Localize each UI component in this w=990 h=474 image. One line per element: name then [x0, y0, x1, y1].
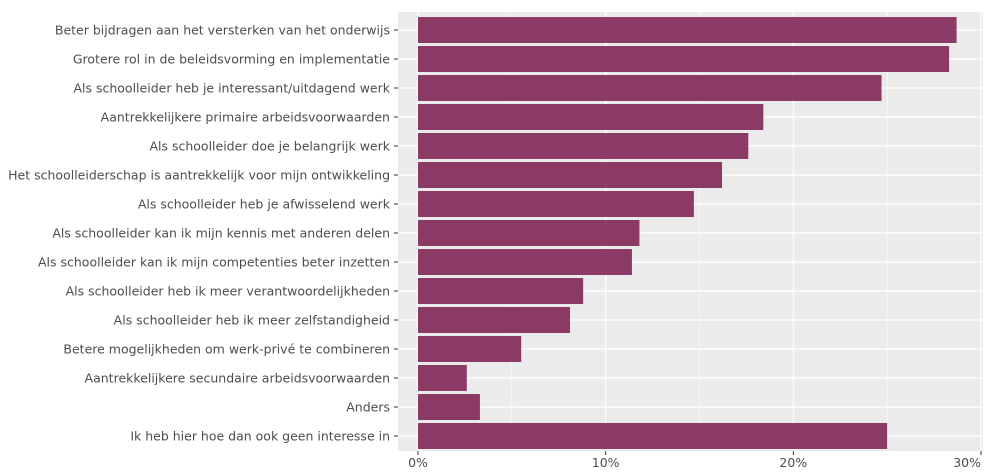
bar	[418, 75, 882, 101]
category-labels: Beter bijdragen aan het versterken van h…	[8, 23, 398, 444]
category-label: Grotere rol in de beleidsvorming en impl…	[73, 52, 390, 67]
x-tick-label: 10%	[592, 455, 620, 470]
bar	[418, 104, 764, 130]
bar	[418, 17, 957, 43]
x-tick-label: 20%	[779, 455, 807, 470]
category-label: Aantrekkelijkere primaire arbeidsvoorwaa…	[101, 110, 390, 125]
bar	[418, 336, 522, 362]
category-label: Als schoolleider kan ik mijn kennis met …	[52, 226, 390, 241]
category-label: Beter bijdragen aan het versterken van h…	[55, 23, 390, 38]
bar	[418, 191, 694, 217]
category-label: Als schoolleider heb ik meer verantwoord…	[66, 284, 390, 299]
category-label: Betere mogelijkheden om werk-privé te co…	[63, 342, 390, 357]
bar	[418, 220, 640, 246]
category-label: Als schoolleider doe je belangrijk werk	[149, 139, 390, 154]
bar	[418, 249, 632, 275]
category-label: Als schoolleider kan ik mijn competentie…	[38, 255, 390, 270]
x-tick-label: 0%	[408, 455, 428, 470]
category-label: Als schoolleider heb ik meer zelfstandig…	[114, 313, 390, 328]
bar	[418, 394, 480, 420]
bar	[418, 423, 888, 449]
bar	[418, 365, 467, 391]
category-label: Als schoolleider heb je afwisselend werk	[138, 197, 391, 212]
bar	[418, 133, 749, 159]
category-label: Aantrekkelijkere secundaire arbeidsvoorw…	[85, 371, 390, 386]
bar	[418, 162, 723, 188]
x-axis-ticks: 0% 10% 20% 30%	[408, 451, 982, 470]
bar-layer	[418, 17, 957, 449]
category-label: Als schoolleider heb je interessant/uitd…	[73, 81, 390, 96]
category-label: Het schoolleiderschap is aantrekkelijk v…	[8, 168, 390, 183]
bar	[418, 46, 950, 72]
bar	[418, 307, 571, 333]
category-label: Ik heb hier hoe dan ook geen interesse i…	[130, 429, 390, 444]
x-tick-label: 30%	[953, 455, 981, 470]
category-label: Anders	[346, 400, 390, 415]
bar	[418, 278, 584, 304]
